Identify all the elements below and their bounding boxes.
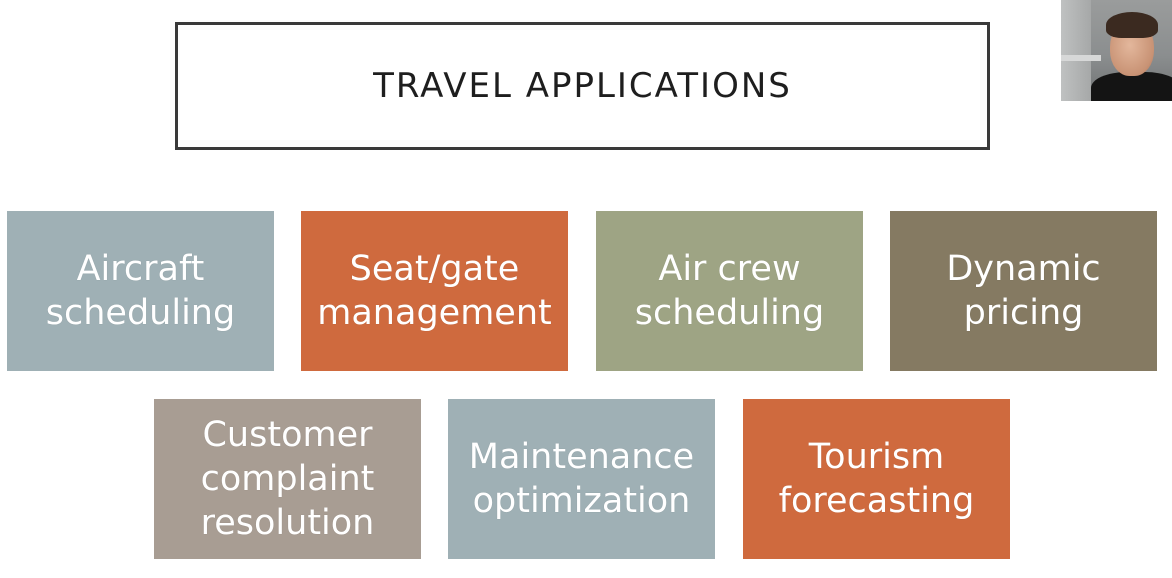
presenter-webcam-thumbnail [1061,0,1172,101]
tile-aircraft-scheduling: Aircraft scheduling [7,211,274,371]
webcam-background-wall [1061,0,1091,101]
tile-label: Air crew scheduling [634,249,825,333]
title-box: TRAVEL APPLICATIONS [175,22,990,150]
tile-air-crew-scheduling: Air crew scheduling [596,211,863,371]
tile-label: Dynamic pricing [946,249,1101,333]
tile-dynamic-pricing: Dynamic pricing [890,211,1157,371]
presenter-hair [1106,12,1158,38]
tile-label: Customer complaint resolution [200,415,375,543]
webcam-background-shelf [1061,55,1101,61]
tile-customer-complaint-resolution: Customer complaint resolution [154,399,421,559]
slide-title: TRAVEL APPLICATIONS [373,66,792,106]
tile-label: Maintenance optimization [468,437,695,521]
tile-label: Aircraft scheduling [45,249,236,333]
tile-seat-gate-management: Seat/gate management [301,211,568,371]
tile-tourism-forecasting: Tourism forecasting [743,399,1010,559]
tile-label: Seat/gate management [317,249,552,333]
tile-maintenance-optimization: Maintenance optimization [448,399,715,559]
tile-label: Tourism forecasting [778,437,975,521]
presenter-body [1091,72,1172,101]
